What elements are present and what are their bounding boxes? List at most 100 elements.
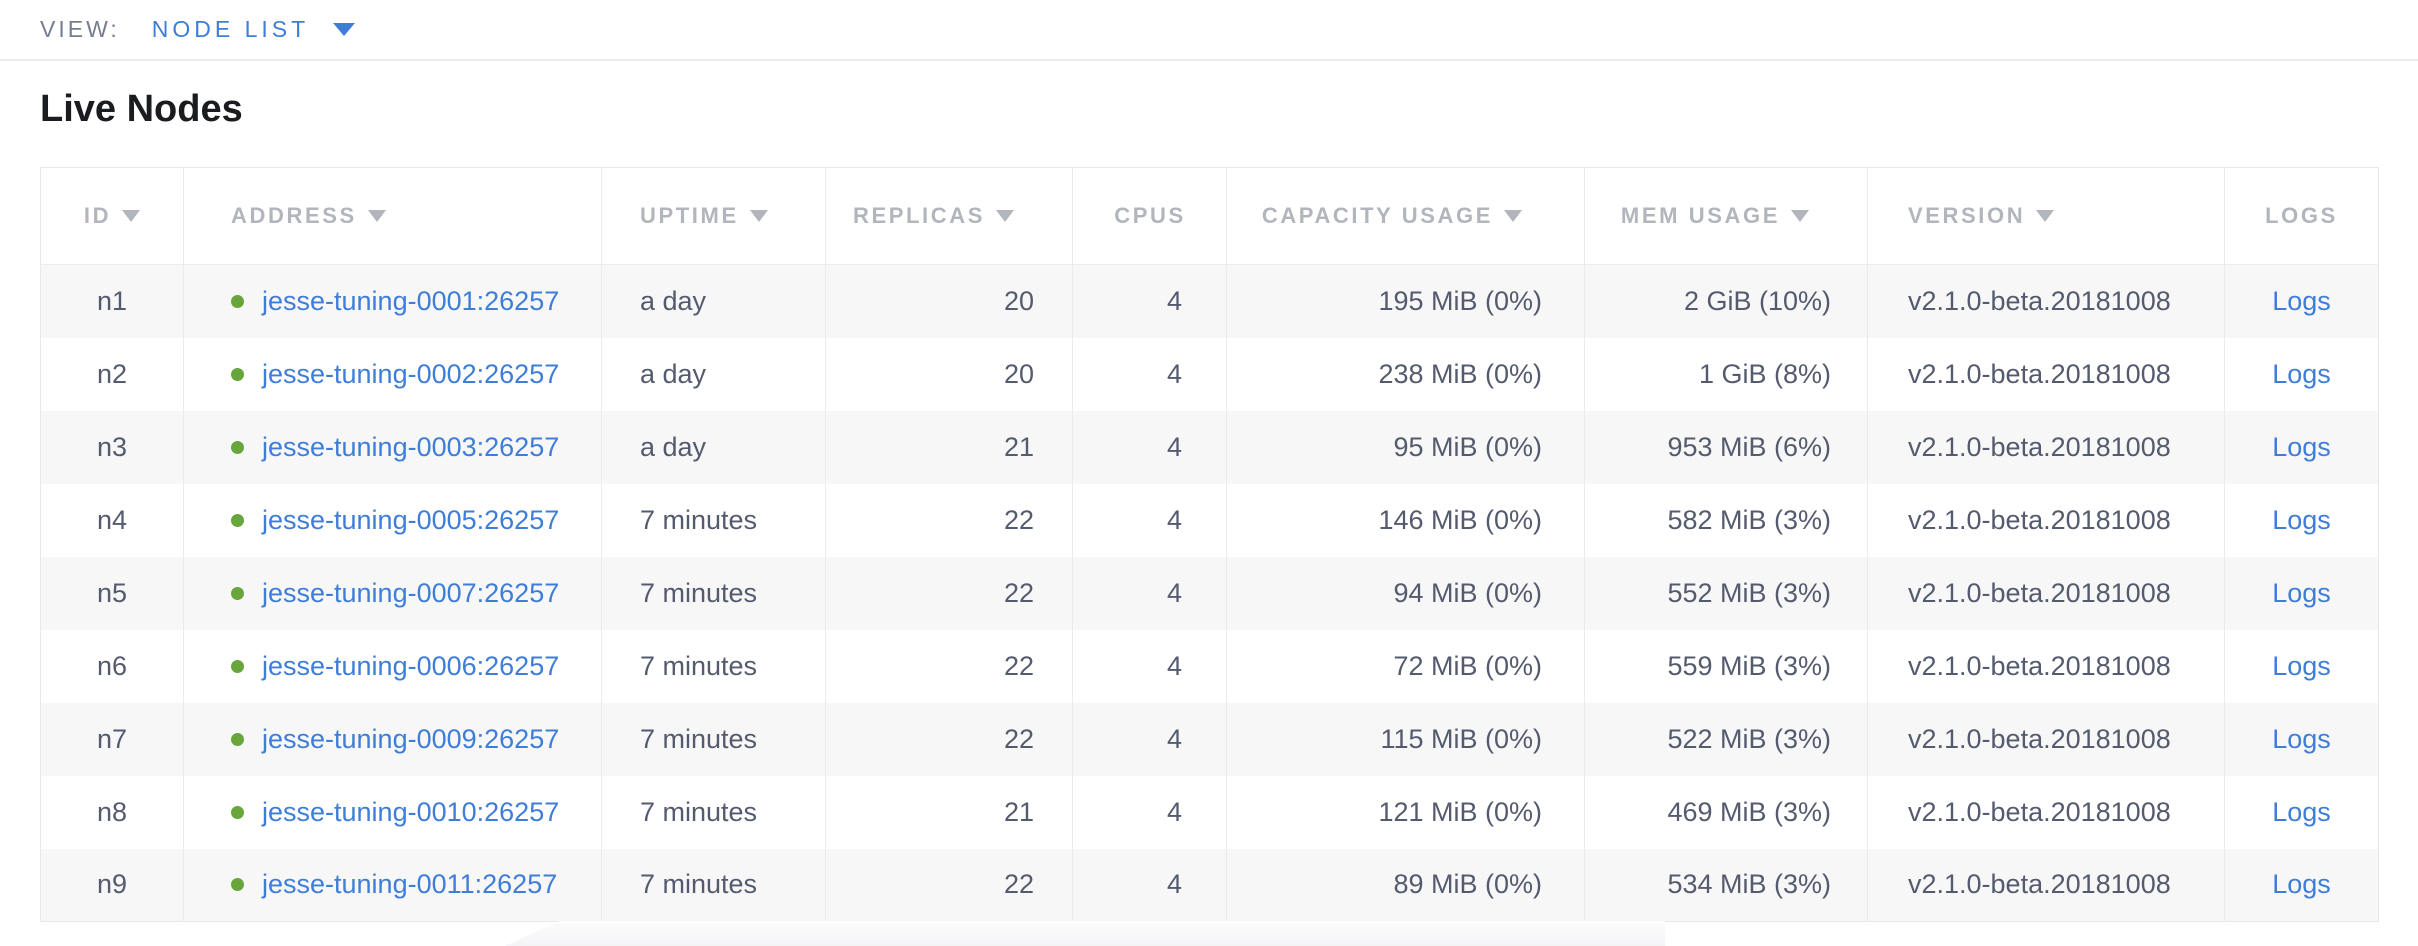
- node-address-link[interactable]: jesse-tuning-0001:26257: [262, 285, 560, 316]
- column-header-logs: LOGS: [2224, 167, 2379, 265]
- sort-desc-icon: [2036, 210, 2055, 222]
- node-address-link[interactable]: jesse-tuning-0005:26257: [262, 504, 560, 535]
- logs-link[interactable]: Logs: [2272, 650, 2331, 681]
- logs-link[interactable]: Logs: [2272, 723, 2331, 754]
- logs-link[interactable]: Logs: [2272, 577, 2331, 608]
- live-status-icon: [231, 513, 244, 527]
- node-cpus-cell: 4: [1072, 848, 1227, 922]
- node-version-cell: v2.1.0-beta.20181008: [1867, 410, 2225, 484]
- node-replicas-cell: 21: [825, 410, 1073, 484]
- live-status-icon: [231, 732, 244, 746]
- node-version-cell: v2.1.0-beta.20181008: [1867, 629, 2225, 703]
- live-status-icon: [231, 878, 244, 892]
- node-address-cell: jesse-tuning-0006:26257: [183, 629, 602, 703]
- logs-link[interactable]: Logs: [2272, 504, 2331, 535]
- node-version-cell: v2.1.0-beta.20181008: [1867, 337, 2225, 411]
- node-address-link[interactable]: jesse-tuning-0002:26257: [262, 358, 560, 389]
- view-selector-dropdown[interactable]: NODE LIST: [151, 16, 356, 43]
- node-id-cell: n5: [96, 577, 128, 608]
- view-selected-value: NODE LIST: [151, 16, 310, 42]
- node-id-cell: n4: [96, 504, 128, 535]
- node-replicas-cell: 20: [825, 337, 1073, 411]
- node-address-cell: jesse-tuning-0005:26257: [183, 483, 602, 557]
- node-address-link[interactable]: jesse-tuning-0007:26257: [262, 577, 560, 608]
- node-cpus-cell: 4: [1072, 556, 1227, 630]
- view-bar-label: VIEW:: [40, 16, 120, 42]
- live-nodes-table-container: ID ADDRESS UPTIME REPLICAS CPUS CAPACITY…: [40, 167, 2379, 922]
- node-replicas-cell: 22: [825, 702, 1073, 776]
- node-version-cell: v2.1.0-beta.20181008: [1867, 775, 2225, 849]
- node-address-cell: jesse-tuning-0001:26257: [183, 264, 602, 338]
- node-address-link[interactable]: jesse-tuning-0009:26257: [262, 723, 560, 754]
- node-mem-usage-cell: 534 MiB (3%): [1584, 848, 1868, 922]
- node-uptime-cell: 7 minutes: [601, 848, 826, 922]
- table-header-row: ID ADDRESS UPTIME REPLICAS CPUS CAPACITY…: [40, 167, 2379, 265]
- node-address-link[interactable]: jesse-tuning-0006:26257: [262, 650, 560, 681]
- node-cpus-cell: 4: [1072, 410, 1227, 484]
- column-header-mem-usage[interactable]: MEM USAGE: [1584, 167, 1868, 265]
- node-address-link[interactable]: jesse-tuning-0011:26257: [262, 869, 558, 900]
- node-replicas-cell: 22: [825, 629, 1073, 703]
- node-address-cell: jesse-tuning-0010:26257: [183, 775, 602, 849]
- node-mem-usage-cell: 559 MiB (3%): [1584, 629, 1868, 703]
- node-logs-cell: Logs: [2224, 483, 2379, 557]
- logs-link[interactable]: Logs: [2272, 796, 2331, 827]
- next-section-edge: [505, 921, 1665, 946]
- column-header-address[interactable]: ADDRESS: [183, 167, 602, 265]
- node-capacity-usage-cell: 115 MiB (0%): [1226, 702, 1585, 776]
- node-address-cell: jesse-tuning-0007:26257: [183, 556, 602, 630]
- node-cpus-cell: 4: [1072, 775, 1227, 849]
- node-uptime-cell: 7 minutes: [601, 629, 826, 703]
- chevron-down-icon: [333, 23, 356, 36]
- node-version-cell: v2.1.0-beta.20181008: [1867, 702, 2225, 776]
- node-mem-usage-cell: 522 MiB (3%): [1584, 702, 1868, 776]
- node-address-link[interactable]: jesse-tuning-0003:26257: [262, 431, 560, 462]
- column-header-uptime[interactable]: UPTIME: [601, 167, 826, 265]
- node-capacity-usage-cell: 94 MiB (0%): [1226, 556, 1585, 630]
- sort-desc-icon: [1791, 210, 1809, 222]
- table-row: n7 jesse-tuning-0009:26257 7 minutes 22 …: [40, 702, 2379, 776]
- table-row: n9 jesse-tuning-0011:26257 7 minutes 22 …: [40, 848, 2379, 922]
- node-address-cell: jesse-tuning-0003:26257: [183, 410, 602, 484]
- node-cpus-cell: 4: [1072, 483, 1227, 557]
- table-row: n8 jesse-tuning-0010:26257 7 minutes 21 …: [40, 775, 2379, 849]
- node-uptime-cell: 7 minutes: [601, 483, 826, 557]
- logs-link[interactable]: Logs: [2272, 285, 2331, 316]
- logs-link[interactable]: Logs: [2272, 431, 2331, 462]
- sort-desc-icon: [996, 210, 1014, 222]
- column-header-version[interactable]: VERSION: [1867, 167, 2225, 265]
- live-status-icon: [231, 805, 244, 819]
- logs-link[interactable]: Logs: [2272, 358, 2331, 389]
- node-mem-usage-cell: 469 MiB (3%): [1584, 775, 1868, 849]
- node-logs-cell: Logs: [2224, 337, 2379, 411]
- node-version-cell: v2.1.0-beta.20181008: [1867, 556, 2225, 630]
- node-id-cell: n7: [96, 723, 128, 754]
- node-address-link[interactable]: jesse-tuning-0010:26257: [262, 796, 560, 827]
- node-address-cell: jesse-tuning-0002:26257: [183, 337, 602, 411]
- node-cpus-cell: 4: [1072, 629, 1227, 703]
- node-replicas-cell: 22: [825, 483, 1073, 557]
- live-status-icon: [231, 659, 244, 673]
- node-uptime-cell: a day: [601, 264, 826, 338]
- table-row: n4 jesse-tuning-0005:26257 7 minutes 22 …: [40, 483, 2379, 557]
- node-version-cell: v2.1.0-beta.20181008: [1867, 264, 2225, 338]
- node-uptime-cell: a day: [601, 410, 826, 484]
- node-id-cell: n6: [96, 650, 128, 681]
- node-logs-cell: Logs: [2224, 702, 2379, 776]
- node-logs-cell: Logs: [2224, 629, 2379, 703]
- node-uptime-cell: 7 minutes: [601, 775, 826, 849]
- column-header-id[interactable]: ID: [40, 167, 184, 265]
- table-row: n2 jesse-tuning-0002:26257 a day 20 4 23…: [40, 337, 2379, 411]
- node-id-cell: n2: [96, 358, 128, 389]
- node-logs-cell: Logs: [2224, 410, 2379, 484]
- node-capacity-usage-cell: 238 MiB (0%): [1226, 337, 1585, 411]
- live-status-icon: [231, 440, 244, 454]
- node-logs-cell: Logs: [2224, 556, 2379, 630]
- node-cpus-cell: 4: [1072, 702, 1227, 776]
- node-uptime-cell: a day: [601, 337, 826, 411]
- logs-link[interactable]: Logs: [2272, 869, 2331, 900]
- node-replicas-cell: 22: [825, 848, 1073, 922]
- node-replicas-cell: 22: [825, 556, 1073, 630]
- column-header-replicas[interactable]: REPLICAS: [825, 167, 1073, 265]
- column-header-capacity-usage[interactable]: CAPACITY USAGE: [1226, 167, 1585, 265]
